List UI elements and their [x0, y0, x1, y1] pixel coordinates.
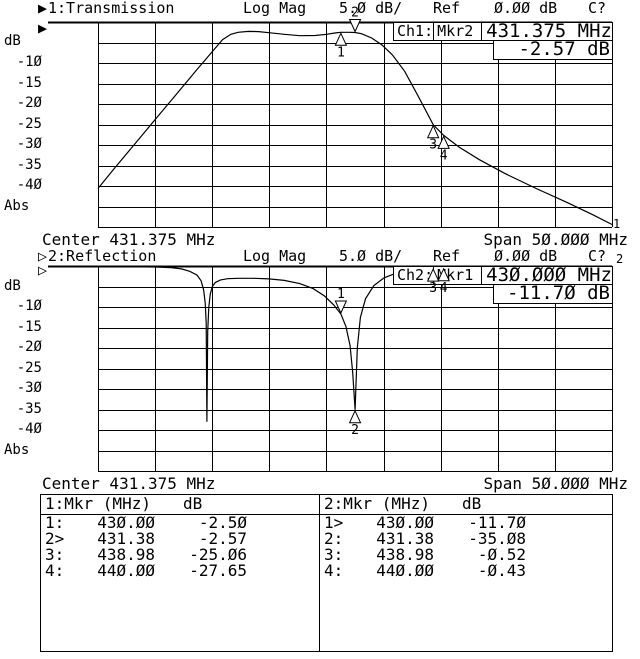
marker-id: 3: [324, 545, 344, 564]
marker-db: -25.Ø6 [189, 545, 247, 564]
marker-table-ch1-header-mkr: 1:Mkr (MHz) [45, 494, 151, 513]
marker-id: 1> [324, 513, 344, 532]
marker-table-ch1-header: 1:Mkr (MHz) dB [41, 495, 319, 515]
ch2-ref-value[interactable]: Ø.ØØ dB [494, 247, 558, 265]
ch2-span[interactable]: Span 5Ø.ØØØ MHz [483, 474, 629, 493]
ch2-axis-tick: -25 [16, 359, 42, 376]
table-row: 3: 438.98 -Ø.52 [320, 547, 612, 563]
ch1-axis-unit: dB [4, 33, 21, 49]
marker-id: 2> [45, 529, 65, 548]
marker-table-ch1: 1:Mkr (MHz) dB 1: 43Ø.ØØ -2.5Ø 2> 431.38… [41, 495, 319, 651]
ch1-ref-value[interactable]: Ø.ØØ dB [494, 0, 558, 17]
marker-db: -11.7Ø [468, 513, 526, 532]
ch2-trace [97, 266, 613, 422]
ch1-axis-tick: -2Ø [16, 95, 42, 111]
marker-frequency: 438.98 [376, 545, 434, 564]
marker-frequency: 431.38 [97, 529, 155, 548]
ch2-axis-unit: dB [4, 277, 21, 294]
ch1-axis-tick: -1Ø [16, 54, 42, 70]
marker-db: -2.5Ø [198, 513, 247, 532]
ch1-ref-label: Ref [433, 0, 461, 17]
ch1-axis-tick: -3Ø [16, 136, 42, 152]
ch1-trace [97, 30, 613, 226]
ch2-readout-channel: Ch2: [397, 266, 434, 284]
table-row: 3: 438.98 -25.Ø6 [41, 547, 319, 563]
marker-id: 4: [45, 561, 65, 580]
ch2-scale-label[interactable]: 5.Ø dB/ [339, 247, 403, 265]
marker-table-ch2-header-mkr: 2:Mkr (MHz) [324, 494, 430, 513]
ch2-axis-tick: -4Ø [16, 421, 42, 437]
table-row: 2: 431.38 -35.Ø8 [320, 531, 612, 547]
ch1-readout-channel: Ch1: [397, 22, 434, 40]
marker-id: 1: [45, 513, 65, 532]
marker-table-ch2: 2:Mkr (MHz) dB 1> 43Ø.ØØ -11.7Ø 2: 431.3… [319, 495, 612, 651]
ch2-ref-position-icon: ▷ [38, 261, 48, 279]
marker-frequency: 43Ø.ØØ [97, 513, 155, 532]
ch2-marker-readout: Ch2: Mkr1 43Ø.ØØØ MHz -11.7Ø dB [393, 266, 613, 304]
ch2-title[interactable]: 2:Reflection [48, 247, 157, 265]
ch1-format-label[interactable]: Log Mag [243, 0, 307, 17]
table-row: 1: 43Ø.ØØ -2.5Ø [41, 515, 319, 531]
ch1-axis-tick: -15 [16, 74, 42, 91]
ch1-active-indicator-icon: ▶ [38, 0, 48, 17]
ch1-readout-marker: Mkr2 [433, 23, 481, 40]
ch1-scale-label[interactable]: 5.Ø dB/ [339, 0, 403, 17]
marker-id: 3: [45, 545, 65, 564]
ch1-trace-number: 1 [613, 217, 621, 231]
ch1-axis-abs-label: Abs [4, 197, 30, 214]
marker-table-ch2-header: 2:Mkr (MHz) dB [320, 495, 612, 515]
marker-db: -27.65 [189, 561, 247, 580]
marker-db: -Ø.43 [477, 561, 526, 580]
ch1-cal-status: C? [588, 0, 607, 17]
ch1-readout-frequency: 431.375 MHz [481, 22, 612, 41]
marker-table-ch1-header-db: dB [183, 494, 203, 513]
marker-frequency: 44Ø.ØØ [376, 561, 434, 580]
marker-db: -2.57 [198, 529, 247, 548]
marker-frequency: 44Ø.ØØ [97, 561, 155, 580]
ch2-axis-tick: -2Ø [16, 339, 42, 355]
marker-id: 4: [324, 561, 344, 580]
marker-frequency: 431.38 [376, 529, 434, 548]
ch1-marker-readout: Ch1: Mkr2 431.375 MHz -2.57 dB [393, 22, 613, 60]
ch2-axis-abs-label: Abs [4, 441, 30, 458]
ch2-axis-tick: -35 [16, 400, 42, 417]
table-row: 1> 43Ø.ØØ -11.7Ø [320, 515, 612, 531]
ch1-title[interactable]: 1:Transmission [48, 0, 175, 17]
marker-frequency: 43Ø.ØØ [376, 513, 434, 532]
table-row: 4: 44Ø.ØØ -27.65 [41, 563, 319, 579]
marker-db: -35.Ø8 [468, 529, 526, 548]
table-row: 4: 44Ø.ØØ -Ø.43 [320, 563, 612, 579]
ch2-center-frequency[interactable]: Center 431.375 MHz [42, 474, 216, 493]
ch2-axis-tick: -3Ø [16, 380, 42, 396]
ch2-active-indicator-icon: ▷ [38, 247, 48, 265]
ch1-readout-value: -2.57 dB [493, 40, 613, 60]
ch2-ref-label: Ref [433, 247, 461, 265]
ch2-readout-frequency: 43Ø.ØØØ MHz [481, 266, 612, 285]
ch1-span[interactable]: Span 5Ø.ØØØ MHz [483, 230, 629, 249]
ch2-trace-number: 2 [616, 252, 624, 266]
ch2-readout-marker: Mkr1 [433, 267, 481, 284]
ch2-axis-tick: -15 [16, 318, 42, 335]
ch1-axis-tick: -25 [16, 115, 42, 132]
ch1-axis-tick: -4Ø [16, 177, 42, 193]
ch2-axis-tick: -1Ø [16, 298, 42, 314]
ch1-ref-position-icon: ▶ [38, 19, 48, 37]
table-row: 2> 431.38 -2.57 [41, 531, 319, 547]
ch1-axis-tick: -35 [16, 156, 42, 173]
ch2-readout-value: -11.7Ø dB [493, 284, 613, 304]
marker-table: 1:Mkr (MHz) dB 1: 43Ø.ØØ -2.5Ø 2> 431.38… [40, 494, 613, 652]
marker-db: -Ø.52 [477, 545, 526, 564]
marker-frequency: 438.98 [97, 545, 155, 564]
marker-id: 2: [324, 529, 344, 548]
ch2-cal-status: C? [588, 247, 607, 265]
ch2-format-label[interactable]: Log Mag [243, 247, 307, 265]
ch1-center-frequency[interactable]: Center 431.375 MHz [42, 230, 216, 249]
marker-table-ch2-header-db: dB [462, 494, 482, 513]
